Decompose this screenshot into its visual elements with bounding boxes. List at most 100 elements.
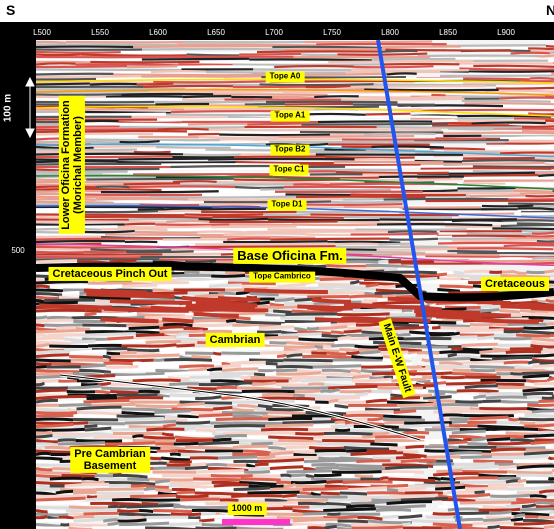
reflector bbox=[331, 200, 408, 204]
reflector bbox=[35, 312, 85, 317]
reflector bbox=[170, 512, 202, 517]
reflector bbox=[262, 414, 292, 419]
reflector bbox=[295, 396, 316, 401]
reflector bbox=[90, 326, 129, 332]
reflector bbox=[156, 127, 209, 131]
reflector bbox=[213, 93, 328, 97]
reflector bbox=[83, 511, 119, 516]
reflector bbox=[232, 407, 254, 413]
reflector bbox=[209, 371, 255, 376]
reflector bbox=[306, 326, 320, 331]
reflector bbox=[188, 279, 228, 285]
reflector bbox=[35, 233, 106, 237]
reflector bbox=[443, 409, 484, 414]
reflector bbox=[462, 347, 493, 352]
reflector bbox=[81, 208, 138, 212]
horizon-label: Tope A1 bbox=[270, 110, 310, 122]
reflector bbox=[278, 135, 415, 139]
reflector bbox=[463, 269, 490, 274]
reflector bbox=[190, 462, 207, 467]
reflector bbox=[267, 410, 306, 416]
horizon-label: Tope Cambrico bbox=[249, 271, 315, 283]
reflector bbox=[105, 320, 117, 325]
reflector bbox=[345, 350, 360, 355]
unit-label: Cretaceous Pinch Out bbox=[48, 266, 172, 282]
reflector bbox=[110, 368, 156, 372]
reflector bbox=[164, 414, 178, 420]
reflector bbox=[178, 364, 215, 369]
reflector bbox=[153, 358, 165, 362]
horizon bbox=[35, 262, 554, 302]
reflector bbox=[186, 130, 300, 135]
reflector bbox=[35, 474, 62, 479]
reflector bbox=[44, 323, 83, 327]
reflector bbox=[303, 458, 357, 463]
reflector bbox=[121, 92, 214, 96]
reflector bbox=[464, 384, 498, 389]
reflector bbox=[145, 339, 182, 344]
horizon-label: Tope D1 bbox=[267, 199, 307, 211]
reflector bbox=[538, 489, 554, 494]
reflector bbox=[156, 145, 231, 149]
reflector bbox=[517, 462, 550, 467]
reflector bbox=[295, 432, 324, 436]
reflector bbox=[403, 453, 427, 458]
reflector bbox=[277, 283, 306, 288]
reflector bbox=[35, 491, 57, 497]
reflector bbox=[102, 354, 112, 360]
reflector bbox=[215, 417, 269, 421]
reflector bbox=[391, 428, 418, 433]
reflector bbox=[139, 203, 200, 207]
reflector bbox=[195, 428, 216, 433]
reflector bbox=[74, 210, 159, 214]
reflector bbox=[194, 491, 248, 497]
reflector bbox=[452, 372, 497, 377]
reflector bbox=[350, 279, 360, 285]
reflector bbox=[332, 358, 383, 363]
reflector bbox=[206, 367, 223, 372]
reflector bbox=[35, 470, 82, 475]
reflector bbox=[274, 297, 295, 303]
reflector bbox=[301, 53, 338, 57]
reflector bbox=[219, 498, 239, 502]
reflector bbox=[280, 473, 292, 478]
reflector bbox=[367, 519, 413, 525]
reflector bbox=[275, 383, 309, 387]
reflector bbox=[187, 505, 228, 510]
reflector bbox=[210, 474, 253, 478]
reflector bbox=[397, 402, 441, 408]
reflector bbox=[234, 185, 284, 190]
reflector bbox=[212, 437, 232, 442]
reflector bbox=[525, 448, 554, 453]
reflector bbox=[282, 90, 411, 94]
reflector bbox=[359, 349, 381, 355]
reflector bbox=[386, 72, 417, 76]
reflector bbox=[83, 332, 136, 337]
reflector bbox=[177, 65, 275, 69]
reflector bbox=[528, 47, 554, 51]
reflector bbox=[265, 407, 304, 412]
reflector bbox=[461, 159, 554, 163]
reflector bbox=[483, 517, 512, 522]
reflector bbox=[429, 147, 486, 151]
reflector bbox=[365, 112, 411, 116]
reflector bbox=[516, 464, 554, 470]
reflector bbox=[522, 371, 554, 375]
reflector bbox=[35, 58, 142, 62]
reflector bbox=[505, 182, 554, 186]
reflector bbox=[456, 114, 552, 118]
reflector bbox=[514, 365, 533, 370]
reflector bbox=[240, 477, 281, 482]
reflector bbox=[75, 439, 123, 443]
reflector bbox=[495, 368, 542, 373]
reflector bbox=[35, 407, 68, 413]
reflector bbox=[276, 371, 322, 376]
reflector bbox=[35, 77, 97, 81]
reflector bbox=[505, 504, 523, 509]
reflector bbox=[379, 105, 411, 109]
reflector bbox=[510, 51, 551, 55]
reflector bbox=[35, 509, 48, 514]
reflector bbox=[339, 250, 426, 255]
reflector bbox=[286, 341, 335, 346]
